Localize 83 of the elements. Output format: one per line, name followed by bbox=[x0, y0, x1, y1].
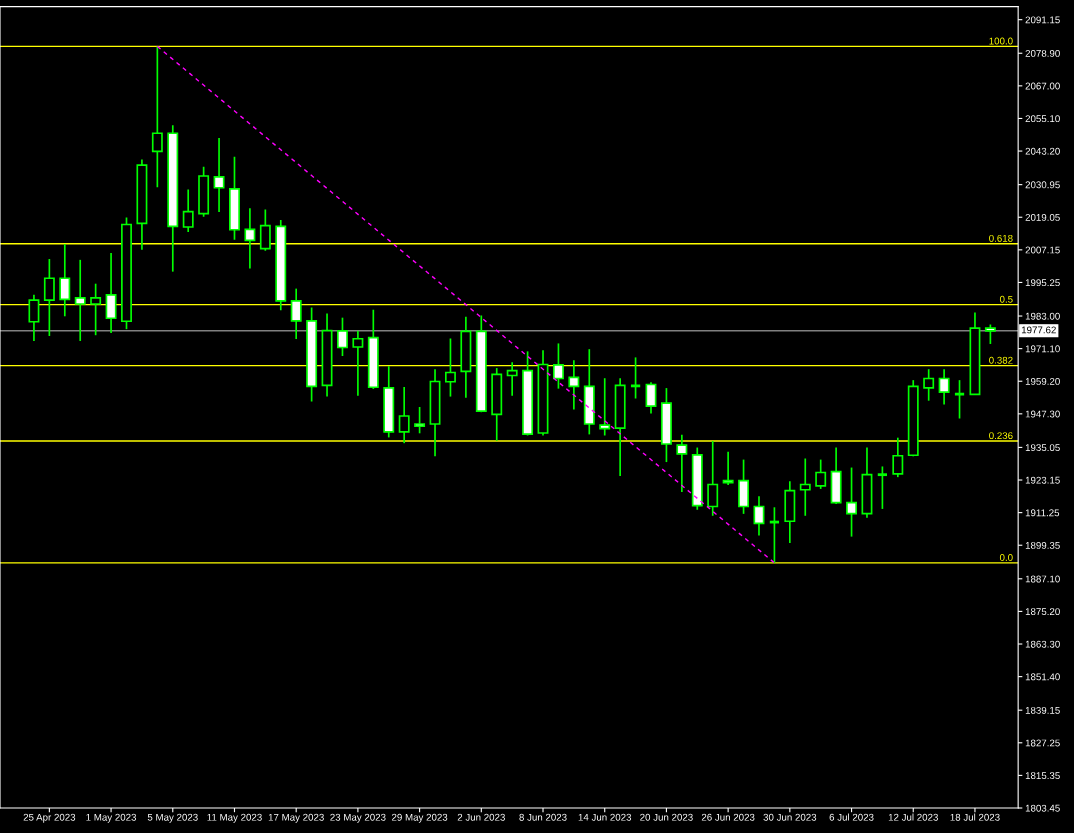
y-tick-label: 1923.15 bbox=[1025, 476, 1060, 484]
x-tick-label: 8 Jun 2023 bbox=[519, 813, 567, 821]
y-tick-label: 1827.25 bbox=[1025, 739, 1060, 747]
candlestick bbox=[506, 361, 518, 397]
annotation: 0.5 bbox=[999, 295, 1013, 303]
y-tick-label: 2067.00 bbox=[1025, 82, 1060, 90]
candlestick bbox=[892, 436, 904, 478]
candlestick bbox=[552, 342, 564, 390]
x-tick-label: 18 Jul 2023 bbox=[950, 813, 1000, 821]
candlestick bbox=[414, 406, 426, 435]
y-tick-label: 2019.05 bbox=[1025, 213, 1060, 221]
x-tick-label: 20 Jun 2023 bbox=[640, 813, 693, 821]
annotation: 0.0 bbox=[999, 554, 1013, 561]
y-tick-label: 1947.30 bbox=[1025, 410, 1060, 418]
candlestick bbox=[43, 258, 55, 337]
y-tick-label: 1851.40 bbox=[1025, 673, 1060, 681]
y-tick-label: 1983.00 bbox=[1025, 312, 1060, 320]
annotation: 0.618 bbox=[989, 234, 1013, 242]
y-tick-label: 2091.15 bbox=[1025, 16, 1060, 24]
x-tick-label: 23 May 2023 bbox=[330, 813, 386, 823]
x-tick-label: 5 May 2023 bbox=[147, 813, 198, 823]
candlestick bbox=[799, 457, 811, 517]
y-tick-label: 1815.35 bbox=[1025, 772, 1060, 780]
candlestick bbox=[90, 282, 102, 337]
y-tick-label: 1959.20 bbox=[1025, 377, 1060, 385]
y-tick-label: 2007.15 bbox=[1025, 246, 1060, 254]
candlestick bbox=[876, 465, 889, 510]
candlestick bbox=[337, 316, 348, 357]
x-tick-label: 17 May 2023 bbox=[268, 813, 324, 823]
candlestick bbox=[953, 379, 966, 420]
x-tick-label: 26 Jun 2023 bbox=[701, 813, 755, 821]
x-tick-label: 30 Jun 2023 bbox=[763, 813, 817, 821]
x-tick-label: 11 May 2023 bbox=[207, 813, 262, 823]
y-tick-label: 2030.95 bbox=[1025, 181, 1060, 189]
candlestick bbox=[722, 450, 734, 486]
y-tick-label: 2043.20 bbox=[1025, 147, 1060, 155]
candlestick bbox=[398, 386, 410, 444]
candlestick bbox=[444, 337, 456, 398]
candlestick bbox=[182, 188, 194, 233]
y-tick-label: 1803.45 bbox=[1025, 804, 1060, 812]
candlestick bbox=[28, 293, 40, 342]
annotation: 0.382 bbox=[989, 356, 1013, 364]
x-tick-label: 29 May 2023 bbox=[391, 813, 448, 823]
candlestick bbox=[59, 243, 71, 318]
x-tick-label: 14 Jun 2023 bbox=[578, 813, 632, 821]
candlestick bbox=[74, 259, 86, 342]
x-tick-label: 1 May 2023 bbox=[86, 813, 137, 823]
candlestick bbox=[290, 287, 302, 340]
y-tick-label: 1875.20 bbox=[1025, 608, 1060, 616]
y-tick-label: 1887.10 bbox=[1025, 575, 1060, 583]
candlestick bbox=[753, 495, 765, 537]
y-tick-label: 2055.10 bbox=[1025, 115, 1060, 123]
candlestick bbox=[645, 381, 657, 415]
y-tick-label: 2078.90 bbox=[1025, 49, 1060, 57]
candlestick bbox=[259, 208, 271, 252]
x-tick-label: 12 Jul 2023 bbox=[888, 813, 938, 821]
annotation: 100.0 bbox=[989, 37, 1013, 45]
candlestick bbox=[599, 377, 611, 437]
candlestick bbox=[151, 45, 163, 189]
candlestick bbox=[244, 207, 256, 270]
candlestick bbox=[105, 252, 117, 334]
candlestick bbox=[352, 329, 364, 397]
candlestick bbox=[923, 368, 935, 402]
ref-line-label: 1977.62 bbox=[1021, 326, 1056, 334]
candlestick bbox=[984, 323, 996, 345]
x-tick-label: 6 Jul 2023 bbox=[829, 813, 874, 821]
y-tick-label: 1839.15 bbox=[1025, 706, 1060, 714]
x-tick-label: 2 Jun 2023 bbox=[457, 813, 505, 821]
y-tick-label: 1935.05 bbox=[1025, 444, 1060, 452]
candlestick bbox=[707, 440, 719, 517]
candlestick bbox=[815, 458, 827, 490]
candlestick bbox=[213, 137, 225, 213]
y-tick-label: 1995.25 bbox=[1025, 279, 1060, 287]
annotation: 0.236 bbox=[989, 432, 1013, 440]
candlestick bbox=[938, 368, 950, 406]
candlestick bbox=[568, 359, 580, 411]
candlestick bbox=[676, 433, 688, 493]
candlestick bbox=[846, 466, 858, 538]
x-tick-label: 25 Apr 2023 bbox=[23, 813, 76, 823]
y-tick-label: 1863.30 bbox=[1025, 640, 1060, 648]
y-tick-label: 1911.25 bbox=[1025, 509, 1060, 517]
y-tick-label: 1899.35 bbox=[1025, 541, 1060, 549]
y-tick-label: 1971.10 bbox=[1025, 345, 1060, 353]
